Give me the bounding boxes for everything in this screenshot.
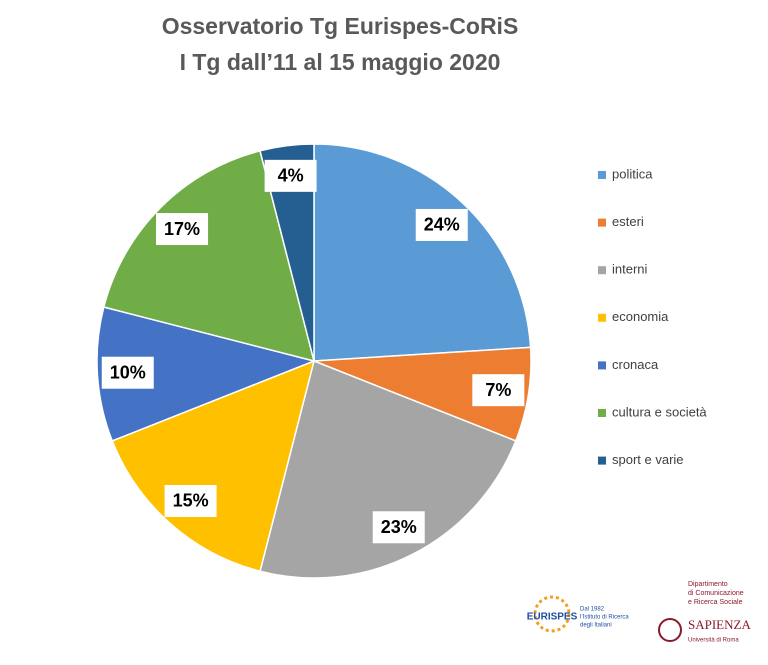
label-box	[415, 208, 468, 241]
legend-marker	[598, 409, 606, 417]
legend-label: cronaca	[612, 357, 659, 372]
legend-label: esteri	[612, 214, 644, 229]
department-text: di Comunicazione	[688, 590, 744, 597]
label-box	[264, 159, 317, 192]
data-label: 10%	[110, 362, 146, 382]
legend-label: economia	[612, 309, 669, 324]
sapienza-logo: Dipartimento di Comunicazione e Ricerca …	[658, 581, 751, 644]
data-label: 24%	[424, 215, 460, 235]
legend-marker	[598, 218, 606, 227]
department-text: e Ricerca Sociale	[688, 599, 743, 606]
legend-marker	[598, 361, 606, 370]
data-label: 23%	[381, 517, 417, 537]
chart-subtitle: I Tg dall’11 al 15 maggio 2020	[180, 49, 501, 75]
data-label: 15%	[173, 491, 209, 511]
pie-slice	[313, 143, 532, 362]
chart-title: Osservatorio Tg Eurispes-CoRiS	[162, 13, 519, 39]
legend-label: sport e varie	[612, 452, 684, 467]
pie-slice	[259, 143, 315, 362]
legend-marker	[598, 456, 606, 465]
label-box	[156, 213, 209, 246]
logo-text: EURISPES	[527, 612, 578, 623]
label-box	[164, 484, 217, 517]
eurispes-logo: EURISPES Dal 1982 l’Istituto di Ricerca …	[527, 595, 629, 633]
label-box	[472, 374, 525, 407]
pie-slice	[111, 359, 316, 573]
legend-label: cultura e società	[612, 404, 707, 419]
pie-slice	[102, 149, 316, 363]
pie-slice	[259, 359, 517, 579]
seal	[658, 618, 682, 642]
label-box	[372, 511, 425, 544]
logo-tagline: l’Istituto di Ricerca	[580, 615, 629, 621]
sapienza-sub: Università di Roma	[688, 638, 739, 644]
data-label: 4%	[278, 166, 304, 186]
legend-label: politica	[612, 166, 653, 181]
logo-tagline: degli Italiani	[580, 623, 612, 629]
sapienza-text: SAPIENZA	[688, 617, 751, 632]
legend-marker	[598, 266, 606, 275]
legend-marker	[598, 313, 606, 322]
data-label: 7%	[485, 380, 511, 400]
legend-label: interni	[612, 262, 648, 277]
legend-marker	[598, 171, 606, 179]
label-box	[101, 356, 154, 389]
data-label: 17%	[164, 219, 200, 239]
logo-tagline: Dal 1982	[580, 607, 605, 613]
pie-slice	[96, 306, 317, 442]
department-text: Dipartimento	[688, 581, 728, 588]
logo-ring	[533, 595, 571, 633]
